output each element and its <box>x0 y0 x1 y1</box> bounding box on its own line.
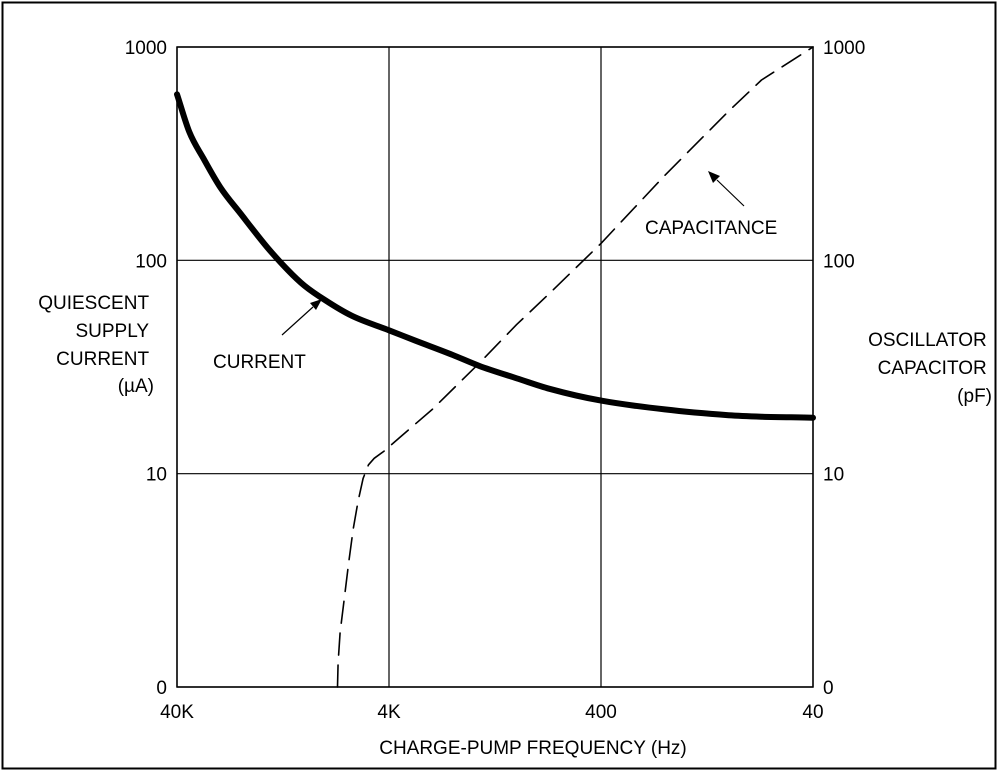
plot-frame <box>176 46 814 688</box>
series-current-line <box>174 91 816 421</box>
series-capacitance-line <box>336 46 814 688</box>
x-tick-label: 40 <box>802 702 823 723</box>
x-axis-label: CHARGE-PUMP FREQUENCY (Hz) <box>379 738 687 759</box>
x-tick-label: 4K <box>377 702 401 723</box>
y-right-label: OSCILLATOR CAPACITOR (pF) <box>868 330 992 407</box>
x-tick-label: 40K <box>160 702 194 723</box>
annotation-current-arrow-line <box>281 306 314 336</box>
annotation-capacitance-arrow-head <box>708 171 720 183</box>
y-left-label-line-4: (µA) <box>118 376 154 397</box>
annotation-current: CURRENT <box>213 299 322 373</box>
y-right-tick-label: 0 <box>823 678 834 699</box>
annotation-current-arrow-head <box>310 299 322 310</box>
y-right-tick-label: 10 <box>823 465 844 486</box>
annotation-current-label: CURRENT <box>213 352 306 373</box>
y-left-label-line-2: SUPPLY <box>75 321 149 342</box>
y-left-label: QUIESCENT SUPPLY CURRENT (µA) <box>38 293 154 397</box>
annotation-capacitance: CAPACITANCE <box>645 171 777 239</box>
y-right-label-line-3: (pF) <box>957 386 992 407</box>
y-left-label-line-3: CURRENT <box>56 349 149 370</box>
y-left-tick-label: 0 <box>156 678 167 699</box>
y-left-tick-label: 10 <box>146 465 167 486</box>
y-right-tick-label: 1000 <box>823 38 865 59</box>
annotation-capacitance-arrow-line <box>716 179 745 207</box>
y-left-label-line-1: QUIESCENT <box>38 293 149 314</box>
y-right-label-line-1: OSCILLATOR <box>868 330 987 351</box>
series-layer <box>174 46 816 688</box>
annotation-capacitance-label: CAPACITANCE <box>645 218 777 239</box>
x-tick-label: 400 <box>585 702 617 723</box>
y-right-tick-label: 100 <box>823 251 855 272</box>
y-right-label-line-2: CAPACITOR <box>878 358 987 379</box>
y-left-tick-label: 100 <box>135 251 167 272</box>
y-left-tick-label: 1000 <box>125 38 167 59</box>
